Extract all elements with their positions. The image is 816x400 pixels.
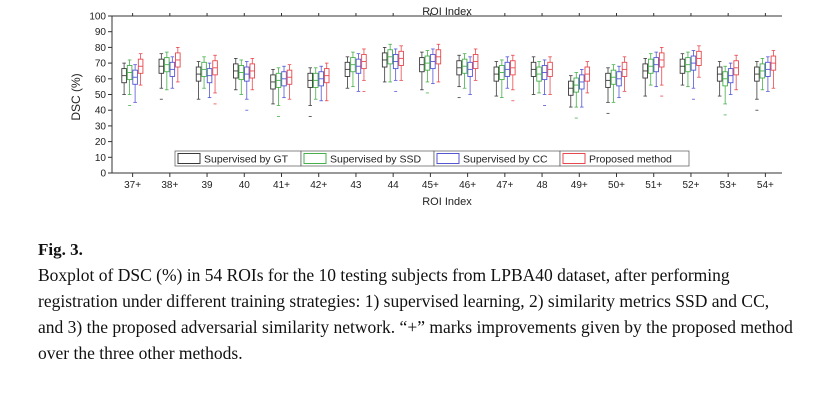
x-axis-title: ROI Index xyxy=(422,196,472,208)
x-tick-label: 41+ xyxy=(273,180,290,191)
dsc-boxplot-chart: ROI Index 0 10 20 30 40 50 60 70 80 90 100 37+ 38+ 39… xyxy=(69,6,782,208)
y-tick-label: 50 xyxy=(95,90,107,101)
figure-label: Fig. 3. xyxy=(38,240,83,259)
y-tick-label: 10 xyxy=(95,153,107,164)
x-tick-label: 50+ xyxy=(608,180,625,191)
y-tick-label: 70 xyxy=(95,59,107,70)
legend-swatch xyxy=(562,153,586,164)
legend-label: Supervised by GT xyxy=(204,154,289,166)
x-tick-label: 51+ xyxy=(645,180,662,191)
legend-label: Supervised by CC xyxy=(463,154,548,166)
x-tick-label: 54+ xyxy=(757,180,774,191)
x-tick-label: 48 xyxy=(536,180,548,191)
legend-item xyxy=(559,150,690,167)
legend-swatch xyxy=(177,153,201,164)
y-tick-label: 90 xyxy=(95,27,107,38)
figure-caption: Fig. 3. Boxplot of DSC (%) in 54 ROIs fo… xyxy=(38,240,798,366)
y-tick-label: 20 xyxy=(95,137,107,148)
x-tick-label: 38+ xyxy=(161,180,178,191)
x-tick-label: 49+ xyxy=(571,180,588,191)
x-tick-label: 46+ xyxy=(459,180,476,191)
x-tick-label: 37+ xyxy=(124,180,141,191)
top-axis-title: ROI Index xyxy=(422,6,472,18)
x-tick-label: 44 xyxy=(388,180,400,191)
legend-swatch xyxy=(436,153,460,164)
x-tick-label: 53+ xyxy=(720,180,737,191)
x-tick-label: 43 xyxy=(350,180,362,191)
figure-caption-text: Boxplot of DSC (%) in 54 ROIs for the 10… xyxy=(38,265,793,363)
legend-swatch xyxy=(303,153,327,164)
x-tick-label: 42+ xyxy=(310,180,327,191)
y-tick-label: 40 xyxy=(95,106,107,117)
x-tick-label: 52+ xyxy=(682,180,699,191)
x-tick-label: 39 xyxy=(201,180,213,191)
y-tick-label: 100 xyxy=(89,12,106,23)
x-tick-label: 45+ xyxy=(422,180,439,191)
legend-label: Proposed method xyxy=(589,154,672,166)
y-tick-label: 30 xyxy=(95,121,107,132)
y-tick-label: 80 xyxy=(95,43,107,54)
y-tick-label: 60 xyxy=(95,74,107,85)
y-tick-label: 0 xyxy=(100,169,106,180)
plot-area: 0 10 20 30 40 50 60 70 80 90 100 37+ 38+ 39 40 41+ 42+ 43… xyxy=(89,12,782,191)
y-axis-title: DSC (%) xyxy=(69,73,83,120)
legend-label: Supervised by SSD xyxy=(330,154,421,166)
x-tick-label: 47+ xyxy=(496,180,513,191)
x-tick-label: 40 xyxy=(239,180,251,191)
